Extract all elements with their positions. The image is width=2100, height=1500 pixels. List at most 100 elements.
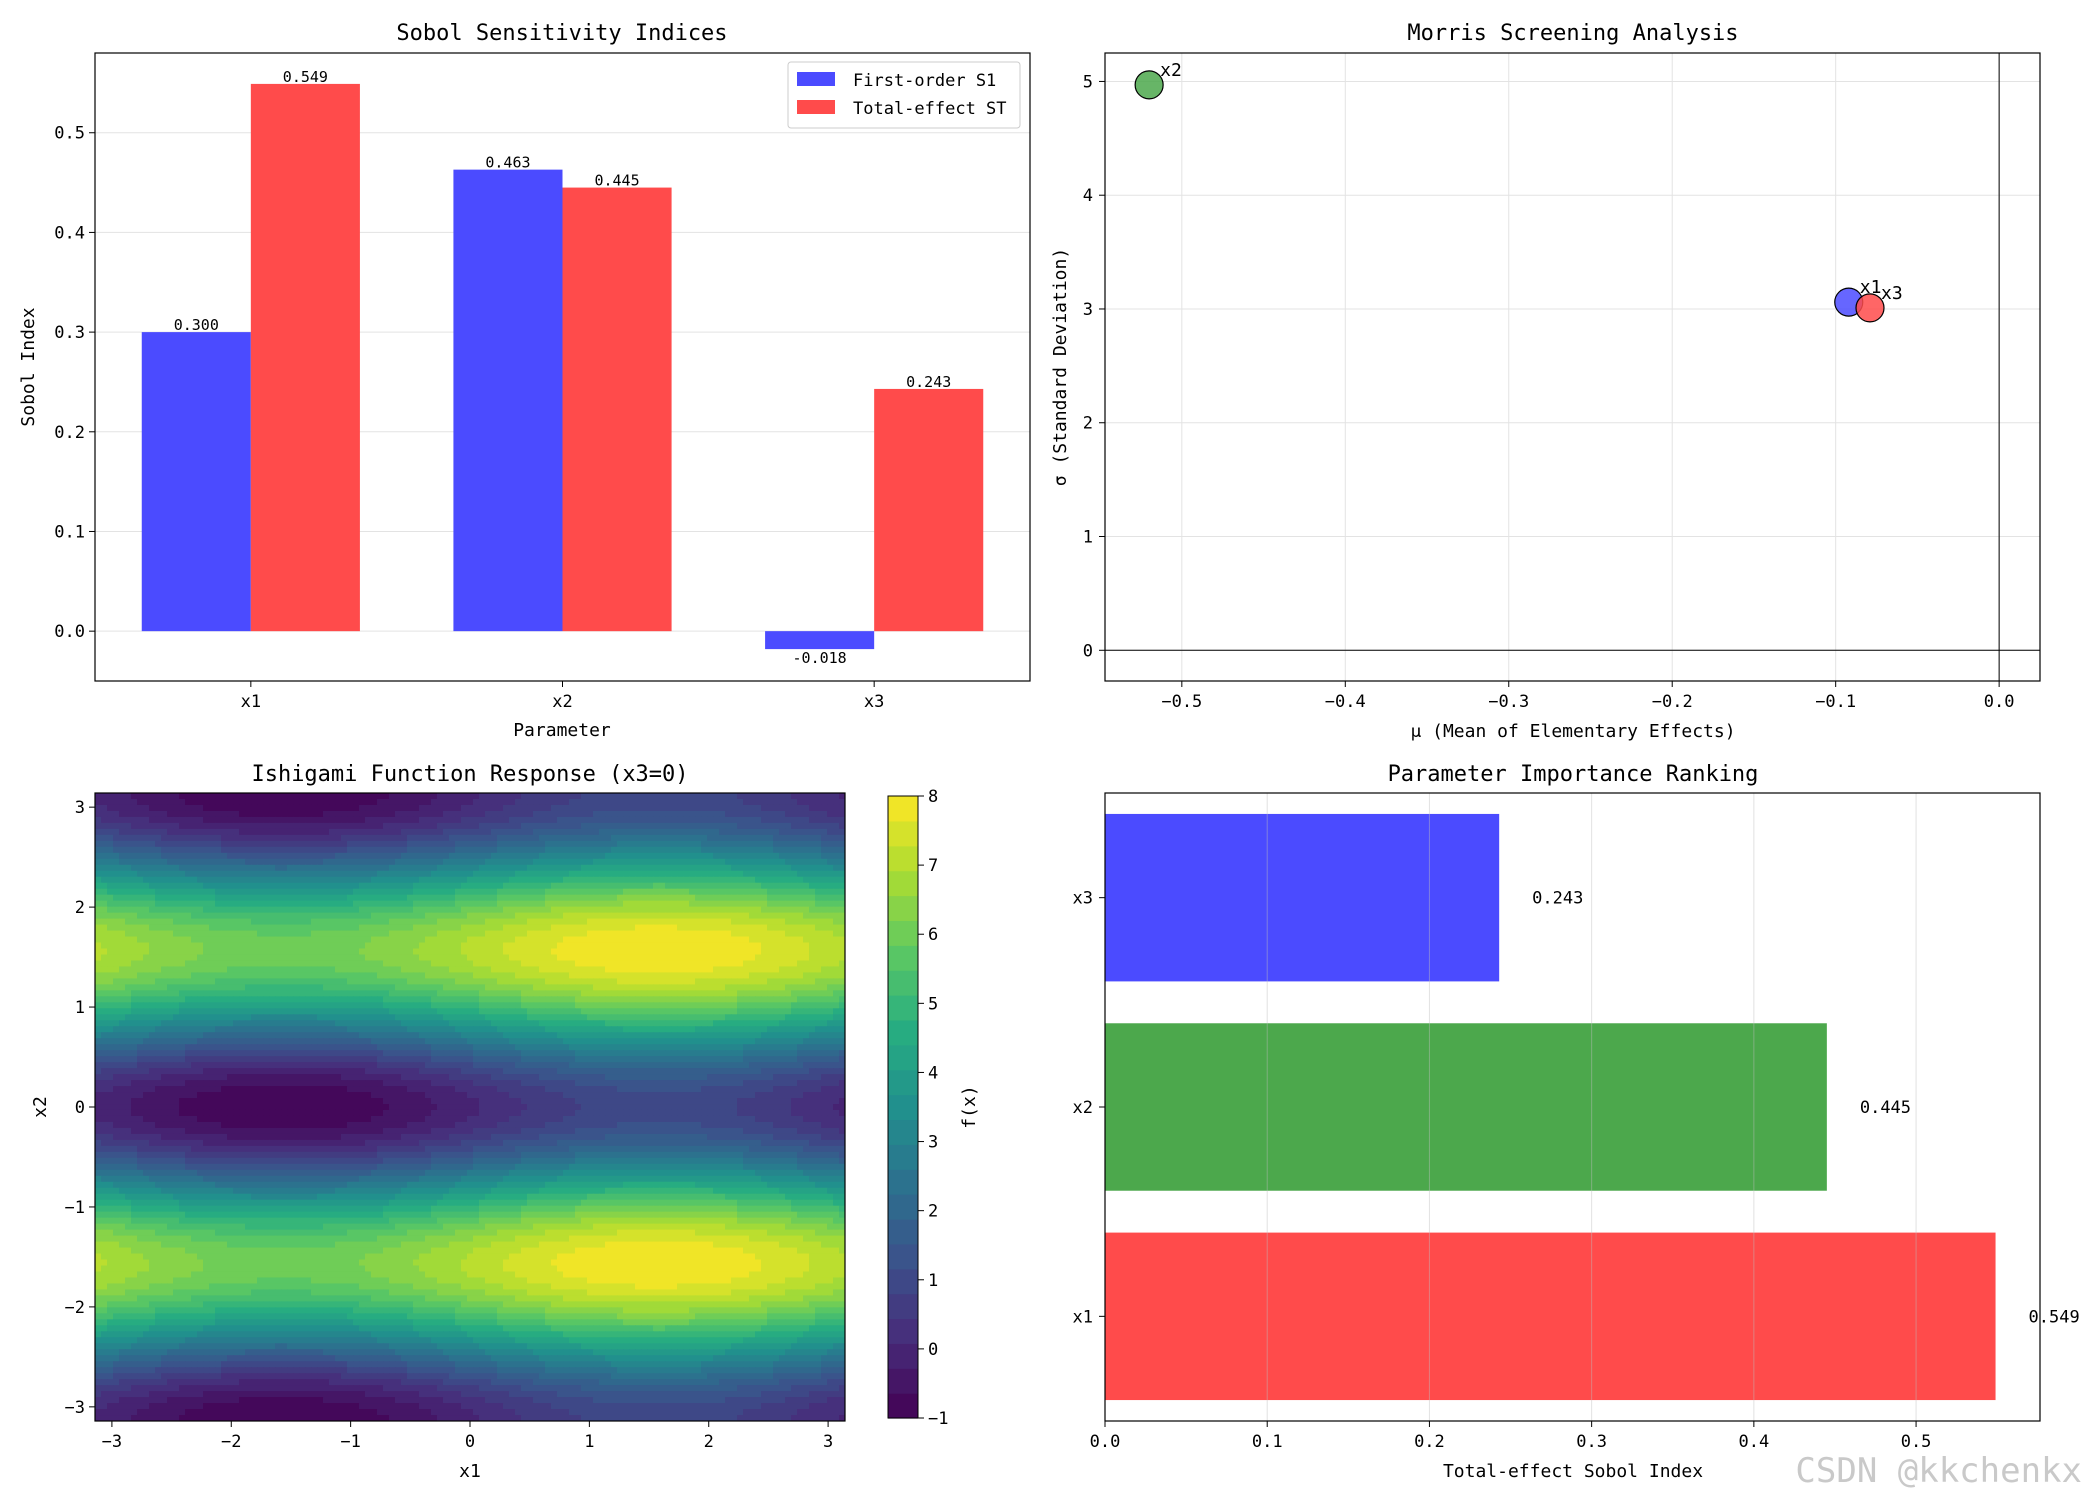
contour-cell [95, 853, 102, 860]
contour-cell [731, 960, 738, 967]
contour-cell [635, 895, 642, 902]
contour-cell [347, 865, 354, 872]
contour-cell [299, 865, 306, 872]
contour-cell [635, 859, 642, 866]
contour-cell [311, 978, 318, 985]
contour-cell [641, 829, 648, 836]
contour-cell [335, 907, 342, 914]
contour-cell [137, 817, 144, 824]
contour-cell [359, 835, 366, 842]
contour-cell [209, 1002, 216, 1009]
contour-cell [611, 943, 618, 950]
contour-cell [641, 907, 648, 914]
contour-cell [107, 907, 114, 914]
contour-cell [407, 805, 414, 812]
contour-cell [461, 793, 468, 800]
contour-cell [779, 978, 786, 985]
contour-cell [605, 919, 612, 926]
contour-cell [509, 978, 516, 985]
contour-cell [125, 954, 132, 961]
contour-cell [827, 984, 834, 991]
contour-cell [179, 877, 186, 884]
contour-cell [137, 805, 144, 812]
contour-cell [503, 931, 510, 938]
contour-cell [707, 895, 714, 902]
contour-cell [317, 853, 324, 860]
contour-cell [683, 835, 690, 842]
contour-cell [275, 937, 282, 944]
contour-cell [437, 883, 444, 890]
contour-cell [191, 865, 198, 872]
contour-cell [269, 871, 276, 878]
contour-cell [593, 859, 600, 866]
contour-cell [245, 925, 252, 932]
contour-cell [833, 925, 840, 932]
contour-cell [449, 1020, 456, 1027]
contour-cell [623, 919, 630, 926]
contour-cell [605, 925, 612, 932]
contour-cell [257, 996, 264, 1003]
contour-cell [149, 853, 156, 860]
contour-cell [461, 996, 468, 1003]
contour-cell [311, 990, 318, 997]
contour-cell [689, 913, 696, 920]
contour-cell [659, 937, 666, 944]
contour-cell [221, 847, 228, 854]
contour-cell [797, 829, 804, 836]
contour-cell [401, 907, 408, 914]
contour-cell [731, 859, 738, 866]
contour-cell [551, 960, 558, 967]
contour-cell [665, 799, 672, 806]
contour-cell [515, 925, 522, 932]
contour-cell [263, 871, 270, 878]
contour-cell [629, 901, 636, 908]
contour-cell [557, 937, 564, 944]
contour-cell [461, 984, 468, 991]
contour-cell [419, 913, 426, 920]
contour-cell [611, 829, 618, 836]
contour-cell [167, 990, 174, 997]
contour-cell [341, 919, 348, 926]
contour-cell [95, 817, 102, 824]
contour-cell [809, 1014, 816, 1021]
contour-cell [539, 960, 546, 967]
contour-cell [281, 901, 288, 908]
contour-cell [647, 871, 654, 878]
contour-cell [275, 847, 282, 854]
contour-cell [761, 1014, 768, 1021]
contour-cell [413, 954, 420, 961]
contour-cell [467, 1008, 474, 1015]
contour-cell [719, 871, 726, 878]
contour-cell [131, 883, 138, 890]
contour-cell [683, 931, 690, 938]
contour-cell [125, 907, 132, 914]
contour-cell [791, 1008, 798, 1015]
contour-cell [185, 919, 192, 926]
contour-cell [365, 907, 372, 914]
contour-cell [461, 811, 468, 818]
contour-cell [683, 877, 690, 884]
contour-cell [323, 919, 330, 926]
contour-cell [461, 829, 468, 836]
contour-cell [323, 925, 330, 932]
contour-cell [395, 829, 402, 836]
contour-cell [731, 913, 738, 920]
contour-cell [461, 835, 468, 842]
sobol-xlabel: Parameter [513, 720, 611, 741]
contour-cell [521, 799, 528, 806]
contour-cell [107, 913, 114, 920]
contour-cell [623, 895, 630, 902]
contour-cell [701, 895, 708, 902]
contour-cell [473, 877, 480, 884]
contour-cell [227, 901, 234, 908]
contour-cell [365, 835, 372, 842]
sobol-ytick-label: 0.4 [54, 223, 85, 243]
contour-cell [329, 865, 336, 872]
contour-cell [299, 877, 306, 884]
contour-cell [713, 937, 720, 944]
contour-cell [287, 996, 294, 1003]
contour-cell [407, 1014, 414, 1021]
sobol-xtick-label: x3 [864, 692, 884, 712]
contour-cell [341, 859, 348, 866]
contour-cell [683, 978, 690, 985]
